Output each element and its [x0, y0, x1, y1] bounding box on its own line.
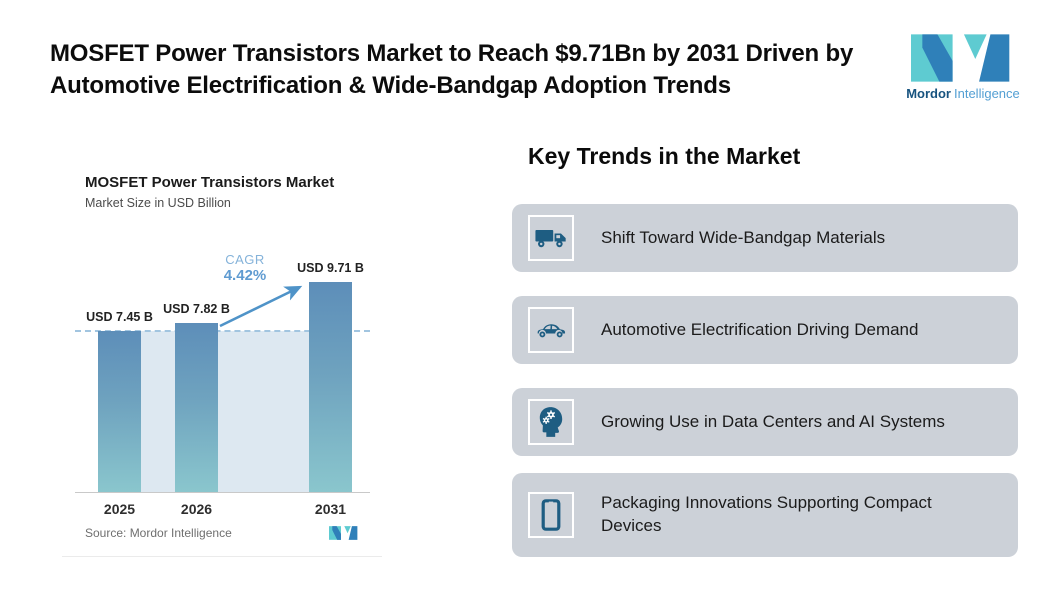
bar-2025	[98, 331, 141, 492]
x-tick-label: 2025	[103, 501, 136, 517]
cagr-value: 4.42%	[223, 267, 267, 284]
chart-source-row: Source: Mordor Intelligence	[85, 526, 359, 540]
trend-icon-box	[528, 307, 574, 353]
x-tick-label: 2031	[314, 501, 347, 517]
bar-value-label: USD 9.71 B	[297, 261, 364, 275]
trend-icon-box	[528, 399, 574, 445]
brand-name: Mordor Intelligence	[906, 86, 1020, 101]
trend-card-wide-bandgap: Shift Toward Wide-Bandgap Materials	[512, 204, 1018, 272]
smartphone-icon	[541, 499, 561, 531]
trend-card-packaging: Packaging Innovations Supporting Compact…	[512, 473, 1018, 557]
trend-icon-box	[528, 492, 574, 538]
bar-2031	[309, 282, 352, 492]
cagr-annotation: CAGR 4.42%	[210, 252, 280, 284]
x-tick-label: 2026	[180, 501, 213, 517]
x-axis-line	[75, 492, 370, 493]
brand-logo: Mordor Intelligence	[898, 34, 1028, 101]
page-title: MOSFET Power Transistors Market to Reach…	[50, 40, 854, 99]
chart-subtitle: Market Size in USD Billion	[85, 196, 231, 210]
trend-label: Automotive Electrification Driving Deman…	[601, 319, 919, 339]
bar-value-label: USD 7.45 B	[86, 310, 153, 324]
mordor-intelligence-logo-icon	[911, 34, 1010, 82]
trend-card-automotive: Automotive Electrification Driving Deman…	[512, 296, 1018, 364]
truck-icon	[535, 230, 566, 248]
bar-value-label: USD 7.82 B	[163, 302, 230, 316]
mordor-intelligence-mini-logo-icon	[329, 526, 358, 540]
market-chart-card: MOSFET Power Transistors Market Market S…	[62, 150, 382, 557]
trends-heading: Key Trends in the Market	[528, 143, 801, 169]
cagr-label: CAGR	[225, 252, 265, 267]
trend-label: Shift Toward Wide-Bandgap Materials	[601, 227, 886, 247]
trend-label: Growing Use in Data Centers and AI Syste…	[601, 411, 945, 431]
trend-label: Packaging Innovations Supporting Compact…	[601, 493, 932, 535]
bar-plot: CAGR 4.42% USD 7.45 B 2025 USD 7.82 B 2026 U…	[62, 150, 382, 557]
trend-card-datacenters-ai: Growing Use in Data Centers and AI Syste…	[512, 388, 1018, 456]
chart-source: Source: Mordor Intelligence	[85, 526, 232, 540]
car-icon	[537, 324, 566, 338]
reference-dashed-line	[75, 330, 370, 332]
chart-title: MOSFET Power Transistors Market	[85, 174, 335, 191]
bar-2026	[175, 323, 218, 492]
head-gears-icon	[539, 407, 563, 437]
trend-icon-box	[528, 215, 574, 261]
